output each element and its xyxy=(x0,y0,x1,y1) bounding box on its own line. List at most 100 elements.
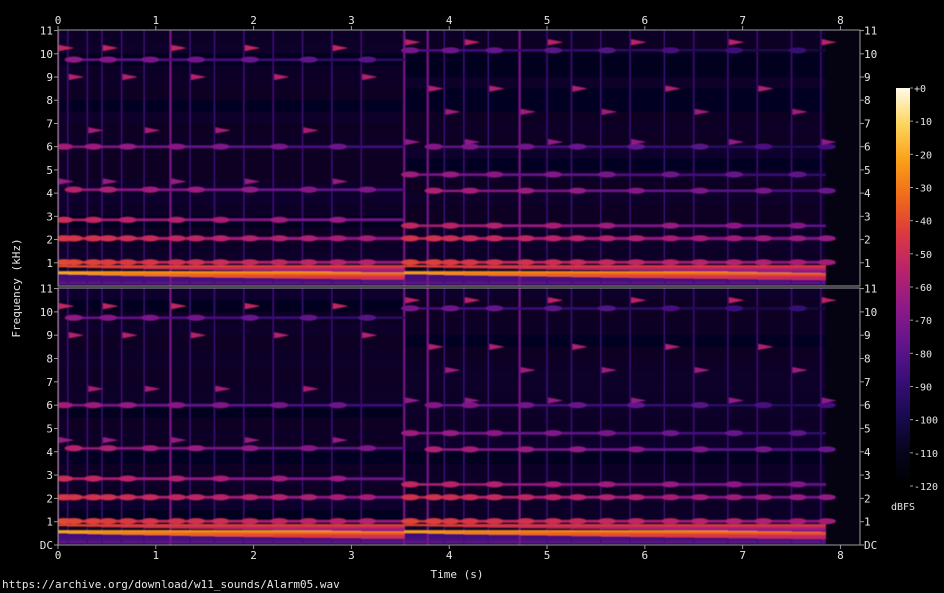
harmonic-attack xyxy=(485,235,503,241)
harmonic-attack xyxy=(358,494,376,500)
harmonic-attack xyxy=(691,446,709,452)
y-tick-label: 2 xyxy=(46,234,53,247)
harmonic-attack xyxy=(425,259,443,265)
harmonic-attack xyxy=(358,235,376,241)
harmonic-attack xyxy=(99,494,117,500)
harmonic-attack xyxy=(119,402,137,408)
colorbar-tick-label: -80 xyxy=(914,349,932,360)
harmonic-attack xyxy=(441,47,459,53)
harmonic-attack xyxy=(691,518,709,524)
harmonic-attack xyxy=(167,217,185,223)
colorbar xyxy=(896,88,910,486)
harmonic-attack xyxy=(627,494,645,500)
harmonic-attack xyxy=(627,446,645,452)
harmonic-attack xyxy=(818,144,836,150)
harmonic-attack xyxy=(187,315,205,321)
harmonic-attack xyxy=(211,217,229,223)
noise-haze xyxy=(404,205,826,217)
harmonic-attack xyxy=(691,144,709,150)
harmonic-attack xyxy=(425,518,443,524)
harmonic-attack xyxy=(99,445,117,451)
y-tick-label: 8 xyxy=(864,353,871,366)
spectrogram-channel-1 xyxy=(55,30,837,286)
noise-haze xyxy=(58,77,404,89)
harmonic-attack xyxy=(99,235,117,241)
harmonic-attack xyxy=(270,476,288,482)
harmonic-attack xyxy=(789,430,807,436)
noise-haze xyxy=(58,158,404,170)
y-tick-label: 6 xyxy=(46,399,53,412)
harmonic-attack xyxy=(300,445,318,451)
harmonic-attack xyxy=(568,188,586,194)
harmonic-attack xyxy=(789,223,807,229)
harmonic-attack xyxy=(691,259,709,265)
harmonic-attack xyxy=(485,430,503,436)
harmonic-attack xyxy=(65,494,83,500)
harmonic-attack xyxy=(187,518,205,524)
harmonic-attack xyxy=(485,172,503,178)
harmonic-attack xyxy=(461,144,479,150)
y-tick-label: 3 xyxy=(46,469,53,482)
harmonic-attack xyxy=(544,430,562,436)
x-tick-label-top: 3 xyxy=(348,14,355,27)
harmonic-attack xyxy=(401,259,419,265)
harmonic-attack xyxy=(211,144,229,150)
x-axis-bottom: 012345678 xyxy=(55,545,844,562)
y-tick-label: 8 xyxy=(46,353,53,366)
noise-floor-band xyxy=(404,542,826,544)
y-axis-label: Frequency (kHz) xyxy=(10,238,23,337)
harmonic-attack xyxy=(517,518,535,524)
y-tick-label: 5 xyxy=(46,164,53,177)
harmonic-attack xyxy=(425,402,443,408)
harmonic-attack xyxy=(754,235,772,241)
y-tick-label: 2 xyxy=(864,492,871,505)
y-tick-label: 5 xyxy=(864,164,871,177)
y-tick-label: 10 xyxy=(864,48,877,61)
x-tick-label-top: 5 xyxy=(544,14,551,27)
noise-haze xyxy=(58,289,404,301)
y-tick-label: 11 xyxy=(40,283,53,296)
harmonic-attack xyxy=(661,481,679,487)
colorbar-tick-label: -70 xyxy=(914,316,932,327)
noise-floor-band xyxy=(404,281,826,283)
harmonic-attack xyxy=(300,518,318,524)
harmonic-attack xyxy=(211,235,229,241)
harmonic-attack xyxy=(598,172,616,178)
y-tick-label: 3 xyxy=(864,210,871,223)
harmonic-attack xyxy=(425,446,443,452)
noise-haze xyxy=(58,193,404,205)
y-tick-label: 8 xyxy=(864,94,871,107)
harmonic-attack xyxy=(725,481,743,487)
harmonic-attack xyxy=(358,445,376,451)
harmonic-attack xyxy=(544,305,562,311)
fundamental-shoulder xyxy=(361,530,404,532)
harmonic-attack xyxy=(358,315,376,321)
harmonic-attack xyxy=(65,315,83,321)
x-tick-label-top: 6 xyxy=(642,14,649,27)
y-tick-label: 4 xyxy=(46,187,53,200)
harmonic-attack xyxy=(441,223,459,229)
harmonic-attack xyxy=(241,315,259,321)
x-tick-label-bottom: 1 xyxy=(152,549,159,562)
harmonic-attack xyxy=(329,402,347,408)
y-tick-label: 7 xyxy=(46,117,53,130)
noise-haze xyxy=(58,335,404,347)
noise-haze xyxy=(404,65,826,77)
x-tick-label-top: 2 xyxy=(250,14,257,27)
harmonic-attack xyxy=(65,518,83,524)
harmonic-attack xyxy=(425,235,443,241)
y-tick-label: 10 xyxy=(40,48,53,61)
harmonic-attack xyxy=(661,47,679,53)
fundamental-shoulder xyxy=(821,531,826,533)
x-tick-label-top: 8 xyxy=(837,14,844,27)
x-tick-label-top: 7 xyxy=(739,14,746,27)
harmonic-attack xyxy=(441,259,459,265)
noise-haze xyxy=(404,158,826,170)
harmonic-attack xyxy=(329,259,347,265)
harmonic-attack xyxy=(544,481,562,487)
harmonic-attack xyxy=(99,315,117,321)
y-tick-label: 7 xyxy=(864,117,871,130)
noise-haze xyxy=(404,359,826,371)
harmonic-attack xyxy=(517,144,535,150)
harmonic-attack xyxy=(661,305,679,311)
